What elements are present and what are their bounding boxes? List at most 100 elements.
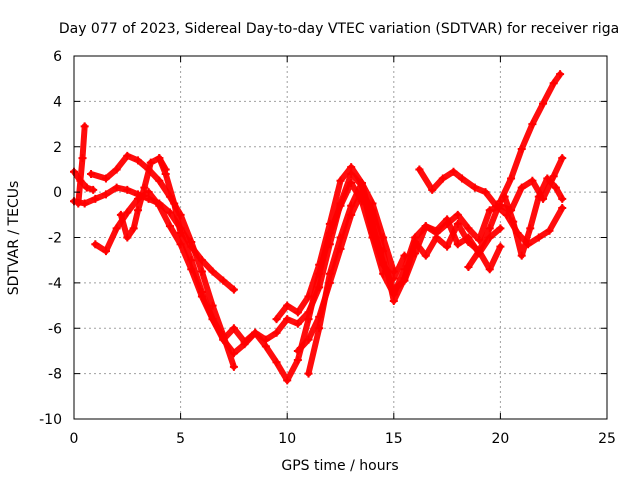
data-point [315, 324, 324, 333]
y-tick-label: 2 [53, 140, 62, 156]
data-point [464, 238, 473, 247]
data-point [91, 240, 100, 249]
data-point [347, 163, 356, 172]
data-point [165, 208, 174, 217]
data-point [485, 224, 494, 233]
data-point [453, 210, 462, 219]
data-point [389, 297, 398, 306]
data-point [558, 204, 567, 213]
data-point [133, 206, 142, 215]
y-tick-label: 4 [53, 94, 62, 110]
data-point [229, 285, 238, 294]
data-point [453, 219, 462, 228]
data-point [304, 369, 313, 378]
data-point [89, 185, 98, 194]
data-point [421, 222, 430, 231]
data-point [208, 315, 217, 324]
data-point [379, 233, 388, 242]
y-tick-label: -8 [48, 367, 62, 383]
data-point [261, 342, 270, 351]
data-point [293, 319, 302, 328]
data-point [229, 362, 238, 371]
data-point [123, 185, 132, 194]
x-tick-label: 15 [385, 431, 403, 447]
data-point [543, 174, 552, 183]
data-point [165, 222, 174, 231]
y-tick-label: -6 [48, 321, 62, 337]
data-point [545, 226, 554, 235]
data-point [123, 151, 132, 160]
data-point [528, 120, 537, 129]
data-point [368, 199, 377, 208]
chart-title: Day 077 of 2023, Sidereal Day-to-day VTE… [59, 21, 619, 37]
data-point [219, 276, 228, 285]
data-point [197, 267, 206, 276]
series-line [465, 71, 564, 270]
data-point [170, 199, 179, 208]
data-point [293, 308, 302, 317]
data-point [283, 315, 292, 324]
data-point [526, 224, 535, 233]
data-point [304, 335, 313, 344]
data-point [443, 242, 452, 251]
data-point [481, 188, 490, 197]
data-point [219, 335, 228, 344]
data-point [336, 176, 345, 185]
data-point [91, 194, 100, 203]
x-axis-title: GPS time / hours [281, 458, 398, 474]
data-point [411, 238, 420, 247]
series-line [71, 168, 97, 193]
x-tick-label: 5 [176, 431, 185, 447]
data-point [357, 179, 366, 188]
data-point [112, 183, 121, 192]
data-point [283, 376, 292, 385]
data-point [485, 265, 494, 274]
data-point [556, 70, 565, 79]
series-layer [70, 70, 567, 385]
data-point [229, 349, 238, 358]
data-point [80, 199, 89, 208]
x-tick-label: 25 [598, 431, 616, 447]
data-point [229, 324, 238, 333]
data-point [400, 274, 409, 283]
data-point [464, 262, 473, 271]
data-point [336, 201, 345, 210]
series-trace-11 [304, 179, 398, 378]
data-point [347, 179, 356, 188]
data-point [161, 169, 170, 178]
data-point [496, 242, 505, 251]
data-point [325, 219, 334, 228]
data-point [155, 154, 164, 163]
y-tick-label: -4 [48, 276, 62, 292]
data-point [438, 174, 447, 183]
data-point [283, 301, 292, 310]
data-point [87, 169, 96, 178]
tick-layer: 0 5 10 15 20 25 -10 -8 -6 -4 -2 0 2 4 6 [39, 49, 616, 447]
series-line [273, 155, 566, 323]
y-tick-label: -10 [39, 412, 62, 428]
data-point [146, 158, 155, 167]
data-point [123, 208, 132, 217]
data-point [443, 219, 452, 228]
data-point [500, 192, 509, 201]
data-point [549, 79, 558, 88]
data-point [517, 183, 526, 192]
data-point [539, 99, 548, 108]
data-point [304, 315, 313, 324]
data-point [464, 224, 473, 233]
data-point [558, 194, 567, 203]
data-point [187, 256, 196, 265]
data-point [272, 315, 281, 324]
data-point [470, 183, 479, 192]
data-point [176, 228, 185, 237]
y-tick-label: 6 [53, 49, 62, 65]
x-tick-label: 10 [278, 431, 296, 447]
y-tick-label: -2 [48, 231, 62, 247]
data-point [389, 267, 398, 276]
data-point [517, 145, 526, 154]
data-point [475, 247, 484, 256]
data-point [187, 238, 196, 247]
series-line [501, 175, 566, 259]
